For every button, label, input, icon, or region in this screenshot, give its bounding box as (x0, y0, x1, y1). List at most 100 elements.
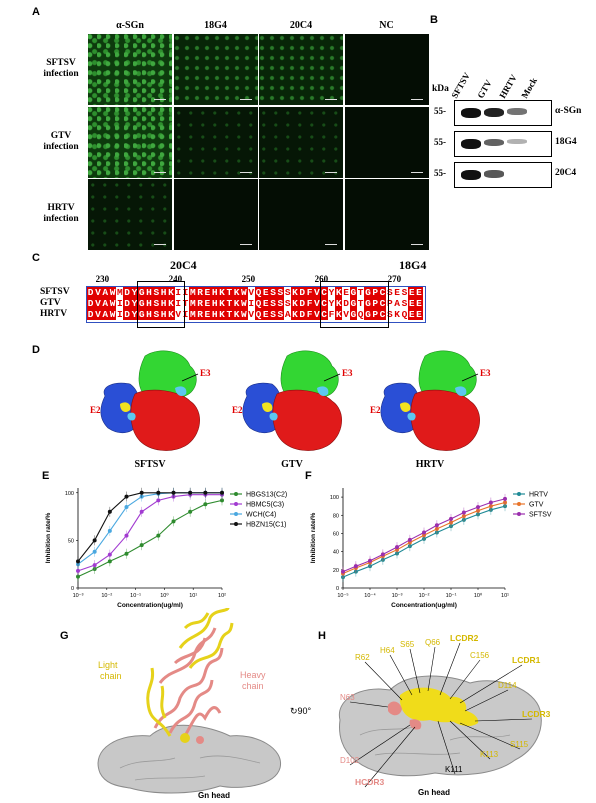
data-point (203, 502, 208, 507)
legend-label-2: SFTSV (529, 512, 552, 519)
leader-line (349, 724, 411, 766)
y-tick-label: 0 (336, 586, 339, 592)
micrograph-tile (88, 179, 172, 250)
data-point (380, 552, 385, 557)
x-tick-label: 10⁻² (101, 593, 112, 599)
blot-name-1: 18G4 (555, 137, 577, 147)
kda-label: kDa (432, 84, 449, 94)
x-tick-label: 10² (218, 593, 226, 599)
e2-label: E2 (90, 405, 101, 415)
leader-line (464, 689, 509, 712)
x-tick-label: 10⁻³ (73, 593, 84, 599)
data-point (203, 490, 208, 495)
legend-marker (517, 512, 521, 516)
panel-label-b: B (430, 14, 438, 26)
leader-line (459, 664, 523, 704)
micrograph-tile (173, 34, 258, 105)
structure-label-2: HRTV (415, 459, 445, 470)
panel-label-c: C (32, 252, 40, 264)
residue-label-8: LCDR3 (522, 709, 551, 719)
blot-name-0: α-SGn (555, 106, 582, 116)
band (484, 170, 504, 178)
marker-55: 55- (434, 106, 446, 116)
position-tick-1: 240 (168, 274, 183, 284)
leader-line (449, 720, 491, 760)
data-point (171, 490, 176, 495)
data-point (503, 496, 507, 501)
leader-line (349, 701, 389, 708)
residue-label-1: H64 (380, 646, 395, 655)
legend-label-1: HBMC5(C3) (246, 502, 284, 509)
data-point (76, 568, 80, 573)
row-label-1: GTV infection (43, 130, 79, 152)
micrograph-tile (259, 34, 343, 105)
x-tick-label: 10⁻³ (392, 593, 403, 599)
e3-arrow-icon (181, 373, 199, 382)
row-label-0: SFTSV infection (43, 58, 79, 79)
data-point (449, 516, 453, 521)
panel-label-e: E (42, 470, 50, 482)
leader-line (474, 718, 533, 722)
data-point (107, 509, 112, 514)
legend-marker (517, 492, 521, 496)
x-axis-label: Concentration(ug/ml) (391, 602, 457, 609)
x-tick-label: 10¹ (189, 593, 197, 599)
micrograph-tile (344, 34, 429, 105)
leader-line (427, 646, 436, 692)
x-tick-label: 10⁻¹ (446, 593, 457, 599)
blot-1 (454, 131, 552, 157)
position-tick-2: 250 (241, 274, 256, 284)
epitope-label-20c4: 20C4 (170, 258, 197, 272)
gn-head-surface (97, 724, 281, 794)
e3-label: E3 (480, 368, 491, 378)
panel-label-g: G (60, 630, 69, 642)
leader-line (389, 654, 413, 696)
marker-55: 55- (434, 137, 446, 147)
data-point (107, 552, 112, 557)
data-point (188, 509, 193, 514)
gn-structure-1: E3 E2 (232, 350, 353, 451)
leader-line (459, 722, 521, 750)
micrograph-tile (344, 179, 429, 250)
residue-label-10: S115 (510, 740, 529, 749)
x-tick-label: 10⁻² (419, 593, 430, 599)
data-point (92, 549, 97, 554)
e2-label: E2 (232, 405, 243, 415)
y-tick-label: 80 (333, 513, 339, 519)
band (461, 139, 481, 149)
x-axis-label: Concentration(ug/ml) (117, 602, 183, 609)
blot-0 (454, 100, 552, 126)
x-tick-label: 10⁻⁴ (364, 592, 376, 599)
micrograph-tile (344, 106, 429, 178)
panel-e-chart: 0 50 100 10⁻³ 10⁻² 10⁻¹ 10⁰ 10¹ 10² Concentration… (45, 487, 287, 609)
legend-label-0: HRTV (529, 492, 548, 499)
rotation-indicator: ↻90° (290, 706, 312, 716)
residue-label-9: N63 (340, 693, 355, 702)
epitope-yellow-patch (399, 687, 467, 723)
data-point (395, 545, 399, 550)
legend-marker (517, 502, 521, 506)
x-tick-label: 10⁰ (160, 592, 169, 599)
data-point (139, 509, 144, 514)
band (484, 108, 504, 118)
leader-line (364, 661, 403, 701)
e3-arrow-icon (461, 373, 479, 382)
data-point (341, 569, 345, 574)
band (461, 170, 481, 180)
data-point (124, 533, 129, 538)
micrograph-tile (259, 106, 343, 178)
residue-label-2: S65 (400, 640, 415, 649)
data-point (139, 543, 144, 548)
epitope-label-18g4: 18G4 (399, 258, 427, 272)
position-tick-3: 260 (314, 274, 329, 284)
leader-line (437, 720, 456, 775)
seq-name-1: GTV (40, 298, 61, 308)
data-point (76, 559, 80, 564)
x-tick-label: 10⁰ (474, 592, 483, 599)
micrograph-tile (173, 179, 258, 250)
micrograph-tile (88, 34, 172, 105)
y-tick-label: 50 (68, 538, 74, 544)
y-axis-label: Inhibition rate/% (45, 513, 52, 564)
